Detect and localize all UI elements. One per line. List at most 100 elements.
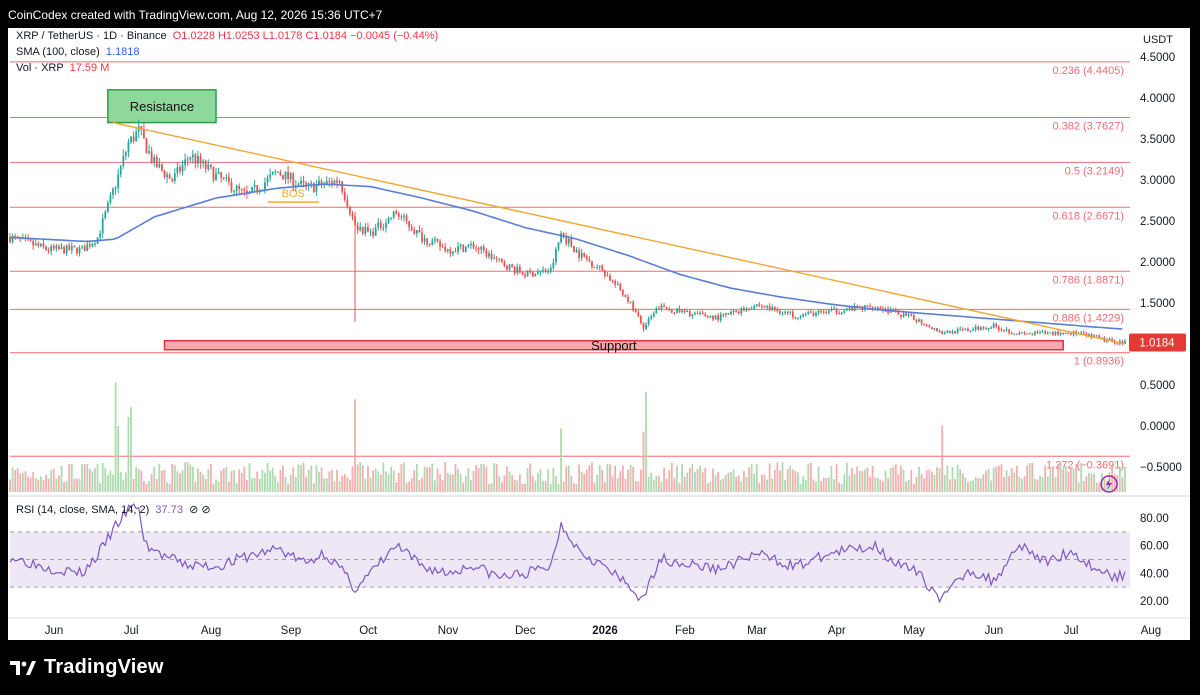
volume-bar — [34, 477, 37, 492]
candle-body — [802, 314, 805, 317]
volume-bar — [88, 469, 91, 492]
candle-body — [954, 331, 956, 334]
volume-bar — [616, 478, 619, 492]
volume-bar — [647, 476, 650, 492]
volume-bar — [786, 468, 789, 492]
volume-bar — [907, 479, 910, 492]
volume-bar — [253, 477, 256, 492]
candle-body — [809, 311, 812, 313]
legend-rsi-icons[interactable]: ⊘ ⊘ — [189, 504, 211, 516]
candle-body — [70, 246, 73, 251]
candle-body — [567, 238, 570, 244]
candle-body — [902, 313, 905, 317]
candle-body — [238, 185, 241, 190]
volume-bar — [346, 477, 349, 492]
candle-body — [773, 306, 776, 310]
candle-body — [781, 312, 784, 314]
sma-100-line — [9, 183, 1123, 330]
candle-body — [454, 251, 457, 253]
volume-bar — [274, 475, 277, 492]
candle-body — [730, 312, 732, 315]
volume-bar — [621, 465, 624, 492]
candle-body — [446, 249, 449, 252]
volume-bar — [730, 471, 732, 492]
candle-body — [354, 216, 356, 226]
volume-bar — [328, 471, 331, 492]
candle-body — [300, 180, 302, 185]
volume-bar — [1057, 463, 1059, 492]
volume-bar — [37, 479, 40, 492]
candle-body — [477, 248, 480, 250]
candle-body — [967, 328, 969, 331]
volume-bar — [1080, 462, 1083, 492]
candle-body — [910, 314, 913, 316]
legend-rsi-label: RSI (14, close, SMA, 14, 2) — [16, 504, 150, 516]
volume-bar — [470, 480, 472, 492]
volume-bar — [387, 474, 390, 492]
candle-body — [835, 308, 838, 314]
candle-body — [866, 305, 869, 307]
candle-body — [503, 261, 506, 267]
volume-bar — [825, 478, 828, 492]
volume-bar — [488, 483, 490, 492]
volume-bar — [1082, 481, 1085, 492]
candle-body — [112, 188, 114, 195]
volume-bar — [920, 474, 923, 492]
candle-body — [148, 151, 150, 154]
volume-bar — [995, 466, 998, 492]
volume-bar — [1046, 476, 1049, 492]
volume-bar — [797, 472, 799, 492]
candle-body — [822, 311, 825, 313]
volume-bar — [992, 468, 995, 492]
candle-body — [920, 319, 923, 324]
volume-bar — [439, 474, 441, 492]
volume-bar — [804, 479, 807, 492]
candle-body — [995, 323, 998, 327]
candle-body — [436, 239, 439, 242]
volume-bar — [1051, 466, 1054, 492]
volume-bar — [106, 475, 109, 492]
current-price-label: 1.0184 — [1139, 337, 1175, 349]
volume-bar — [184, 462, 187, 492]
volume-bar — [359, 462, 362, 492]
candle-body — [191, 154, 194, 158]
volume-bar — [943, 474, 946, 492]
volume-bar — [961, 473, 964, 492]
candle-body — [150, 151, 153, 163]
candle-body — [629, 301, 632, 303]
volume-bar — [385, 471, 387, 492]
candle-body — [475, 247, 477, 249]
candle-body — [217, 172, 220, 174]
candle-body — [918, 319, 920, 322]
x-tick-label: Jul — [1064, 625, 1079, 637]
candle-body — [189, 157, 192, 160]
volume-bar — [124, 472, 127, 492]
candle-body — [508, 264, 511, 270]
candle-body — [403, 215, 405, 218]
volume-bar — [536, 472, 539, 492]
candle-body — [665, 307, 668, 310]
volume-bar — [959, 468, 962, 492]
candle-body — [423, 238, 426, 242]
volume-bar — [109, 470, 112, 492]
candle-body — [580, 252, 583, 258]
volume-bar — [1118, 466, 1121, 492]
volume-bar — [727, 472, 730, 492]
volume-bar — [1064, 465, 1067, 492]
candle-body — [521, 272, 524, 275]
volume-bar — [415, 463, 418, 492]
candle-body — [603, 270, 606, 277]
candle-body — [452, 251, 454, 254]
volume-bar — [768, 463, 771, 492]
candle-body — [251, 186, 253, 192]
volume-bar — [1026, 465, 1029, 492]
candle-body — [32, 240, 35, 246]
volume-bar — [112, 474, 114, 492]
candle-body — [784, 311, 786, 313]
candle-body — [845, 308, 848, 311]
candle-body — [55, 245, 58, 249]
candle-body — [776, 309, 779, 312]
volume-bar — [498, 476, 501, 492]
candle-body — [462, 244, 465, 252]
